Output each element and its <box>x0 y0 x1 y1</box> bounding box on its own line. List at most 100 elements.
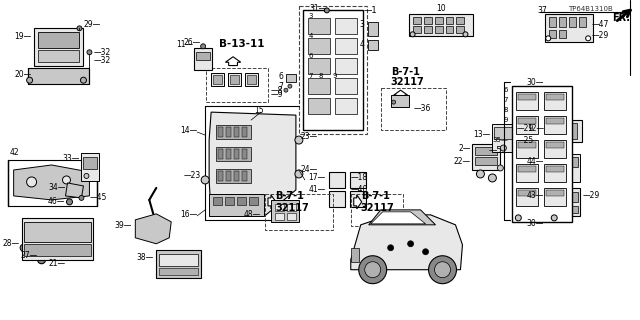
Bar <box>351 194 403 226</box>
Bar <box>308 58 330 74</box>
Circle shape <box>79 196 84 200</box>
Text: B-7-1: B-7-1 <box>275 191 304 201</box>
Bar <box>242 171 247 181</box>
Text: 23—: 23— <box>301 132 318 140</box>
Circle shape <box>365 262 381 278</box>
Bar <box>83 157 97 169</box>
Bar <box>218 171 223 181</box>
Circle shape <box>20 244 27 251</box>
Bar <box>287 213 296 220</box>
Text: 9: 9 <box>333 73 337 79</box>
Bar <box>24 222 92 242</box>
Circle shape <box>67 199 72 205</box>
Bar <box>413 17 420 24</box>
Text: 6: 6 <box>309 53 314 59</box>
Text: 20—: 20— <box>14 70 31 79</box>
Bar <box>213 75 222 84</box>
Bar <box>38 32 79 48</box>
Bar <box>492 124 515 152</box>
Bar <box>547 118 564 124</box>
Circle shape <box>295 136 303 144</box>
Bar <box>234 149 239 159</box>
Text: 21—: 21— <box>49 259 66 268</box>
Bar <box>518 190 536 196</box>
Text: 34—: 34— <box>48 183 65 192</box>
Bar <box>559 17 566 27</box>
Bar <box>545 14 593 42</box>
Polygon shape <box>13 165 90 200</box>
Text: 16—: 16— <box>180 210 197 219</box>
Bar <box>569 17 576 27</box>
Bar <box>308 78 330 94</box>
Text: 19—: 19— <box>14 32 31 41</box>
Bar <box>408 14 474 36</box>
Bar <box>28 68 90 84</box>
Bar <box>230 75 239 84</box>
Bar <box>211 73 224 86</box>
Bar <box>206 68 268 102</box>
Text: 27—: 27— <box>20 251 38 260</box>
Polygon shape <box>268 195 276 209</box>
Circle shape <box>410 32 415 37</box>
Text: 46—: 46— <box>48 197 65 206</box>
Bar <box>159 268 198 275</box>
Bar <box>516 140 538 158</box>
Circle shape <box>324 8 330 13</box>
Bar <box>544 188 566 206</box>
Bar <box>349 191 365 207</box>
Text: 7: 7 <box>309 73 314 79</box>
Polygon shape <box>369 210 436 225</box>
Bar <box>308 98 330 114</box>
Text: —25: —25 <box>516 136 534 145</box>
Text: 31—: 31— <box>310 4 327 13</box>
Text: 35—: 35— <box>492 137 508 143</box>
Text: 7: 7 <box>504 97 508 103</box>
Bar <box>33 28 83 66</box>
Bar <box>518 142 536 148</box>
Bar <box>225 197 234 205</box>
Bar <box>476 157 497 165</box>
Polygon shape <box>354 195 362 209</box>
Text: B-7-1: B-7-1 <box>390 67 420 77</box>
Bar <box>226 149 231 159</box>
Circle shape <box>429 256 456 284</box>
Text: —32: —32 <box>93 56 111 65</box>
Text: —18: —18 <box>351 173 368 182</box>
Bar <box>237 197 246 205</box>
Circle shape <box>38 256 45 264</box>
Bar <box>194 48 212 70</box>
Circle shape <box>408 241 413 247</box>
Bar <box>560 123 567 139</box>
Polygon shape <box>65 183 83 198</box>
Bar <box>547 188 580 216</box>
Text: 32117: 32117 <box>390 77 424 87</box>
Bar <box>518 166 536 172</box>
Text: 9: 9 <box>504 117 508 123</box>
Bar <box>286 74 296 82</box>
Bar <box>335 38 356 54</box>
Text: 8: 8 <box>319 73 323 79</box>
Bar <box>335 78 356 94</box>
Bar <box>547 94 564 100</box>
Bar <box>550 123 557 139</box>
Text: —9: —9 <box>271 90 283 99</box>
Text: 32117: 32117 <box>275 203 308 213</box>
Text: 6: 6 <box>504 87 508 93</box>
Bar <box>516 116 538 134</box>
Circle shape <box>435 262 451 278</box>
Circle shape <box>77 26 82 31</box>
Bar <box>559 30 566 38</box>
Text: 17—: 17— <box>308 173 326 182</box>
Text: 8: 8 <box>504 107 508 113</box>
Text: 41—: 41— <box>308 185 326 195</box>
Bar <box>456 26 465 33</box>
Bar <box>435 26 442 33</box>
Text: —45: —45 <box>90 193 107 203</box>
Bar <box>234 127 239 137</box>
Text: —47: —47 <box>591 20 609 29</box>
Text: —36: —36 <box>413 104 431 113</box>
Text: 3: 3 <box>309 13 314 20</box>
Bar <box>287 204 296 211</box>
Bar <box>549 30 556 38</box>
Circle shape <box>359 256 387 284</box>
